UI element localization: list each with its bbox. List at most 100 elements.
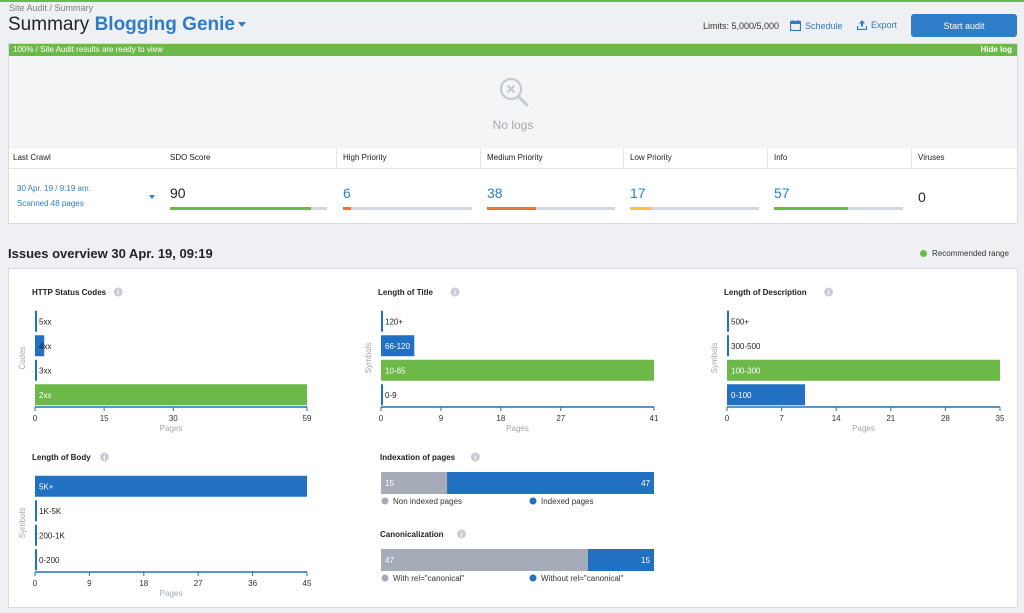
legend-label: With rel="canonical" [393,574,464,583]
stat-value: 57 [774,185,790,201]
chevron-down-icon[interactable] [149,195,155,199]
stat-label: SDO Score [170,153,211,162]
project-selector[interactable]: Blogging Genie [95,14,246,35]
bar-category-label: 500+ [731,317,749,326]
progress-fill [343,207,351,210]
bar-category-label: 4xx [39,342,51,351]
chart-title: Length of Body [32,453,91,462]
page-title: Summary Blogging Genie [8,14,246,36]
info-icon-glyph: i [461,532,463,539]
column-divider [767,149,768,168]
x-axis-label: Pages [160,424,183,433]
chart-bar [35,500,37,522]
progress-bar [487,207,615,210]
chart-title: HTTP Status Codes [32,288,107,297]
x-tick-label: 35 [996,414,1005,423]
bar-category-label: 1K-5K [39,507,62,516]
schedule-button[interactable]: Schedule [790,20,843,31]
calendar-icon [790,20,801,31]
bar-category-label: 120+ [385,317,403,326]
column-divider [911,149,912,168]
bar-category-label: 300-500 [731,342,761,351]
progress-fill [630,207,652,210]
x-tick-label: 28 [941,414,950,423]
x-tick-label: 0 [33,414,38,423]
chart-title: Canonicalization [380,530,444,539]
legend-label: Indexed pages [541,497,594,506]
x-tick-label: 18 [139,579,148,588]
stacked-bar-segment [381,549,588,571]
x-tick-label: 41 [650,414,659,423]
hide-log-button[interactable]: Hide log [980,45,1012,54]
info-icon-glyph: i [103,455,105,462]
chart-bar [727,310,729,332]
stat-low-priority[interactable]: Low Priority 17 [626,149,767,224]
crawl-date: 30 Apr. 19 / 9:19 am. [17,184,91,193]
bar-category-label: 0-9 [385,391,397,400]
info-icon-glyph: i [828,290,830,297]
info-icon [824,287,834,297]
segment-value-label: 47 [385,556,394,565]
legend-label: Without rel="canonical" [541,574,624,583]
segment-value-label: 15 [385,479,394,488]
chart-bar [35,524,37,546]
x-tick-label: 15 [100,414,109,423]
chart-bar [381,310,383,332]
stat-label: Info [774,153,788,162]
stat-sdo-score[interactable]: SDO Score 90 [166,149,336,224]
x-tick-label: 45 [303,579,312,588]
legend-dot [529,574,537,582]
bar-category-label: 0-100 [731,391,752,400]
chart-title: Length of Title [378,288,434,297]
x-tick-label: 18 [496,414,505,423]
x-tick-label: 14 [832,414,841,423]
info-icon-glyph: i [454,290,456,297]
stat-info[interactable]: Info 57 [770,149,911,224]
info-icon [113,287,123,297]
stats-header-divider [9,168,1019,169]
x-tick-label: 0 [725,414,730,423]
chart-bar [35,475,307,497]
progress-bar [343,207,472,210]
column-divider [336,149,337,168]
stat-medium-priority[interactable]: Medium Priority 38 [483,149,624,224]
page-title-prefix: Summary [8,14,90,35]
info-icon [99,452,109,462]
x-tick-label: 30 [169,414,178,423]
stat-high-priority[interactable]: High Priority 6 [339,149,480,224]
log-status-bar: 100% / Site Audit results are ready to v… [9,44,1017,56]
column-divider [480,149,481,168]
issues-charts: HTTP Status Codes i Codes 5xx 4xx 3xx 2xx 0 15 30… [18,287,1005,598]
search-x-icon [499,77,529,107]
x-tick-label: 7 [779,414,784,423]
y-axis-label: Symbols [710,343,719,374]
bar-category-label: 100-300 [731,366,761,375]
chart-bar [35,359,37,381]
bar-category-label: 66-120 [385,342,410,351]
stacked-bar-segment [587,549,654,571]
export-button[interactable]: Export [857,20,897,30]
info-icon [470,452,480,462]
x-tick-label: 27 [194,579,203,588]
y-axis-label: Codes [18,346,27,369]
no-logs-text: No logs [492,118,534,132]
legend-dot [381,574,389,582]
stat-value: 17 [630,185,646,201]
progress-fill [170,207,312,210]
column-divider [623,149,624,168]
chart-bar [381,359,654,381]
issues-overview-title: Issues overview 30 Apr. 19, 09:19 [8,246,213,261]
crawl-info[interactable]: 30 Apr. 19 / 9:19 am. Scanned 48 pages [17,181,91,211]
info-icon-glyph: i [474,455,476,462]
segment-value-label: 15 [641,556,650,565]
bar-category-label: 3xx [39,366,51,375]
bar-category-label: 0-200 [39,556,60,565]
bar-category-label: 2xx [39,391,51,400]
y-axis-label: Symbols [364,343,373,374]
stat-viruses[interactable]: Viruses 0 [914,149,1019,224]
stat-value: 0 [918,189,926,205]
project-name: Blogging Genie [94,14,235,35]
legend-dot [381,497,389,505]
audit-summary-panel: 100% / Site Audit results are ready to v… [8,43,1019,224]
start-audit-button[interactable]: Start audit [911,14,1017,37]
